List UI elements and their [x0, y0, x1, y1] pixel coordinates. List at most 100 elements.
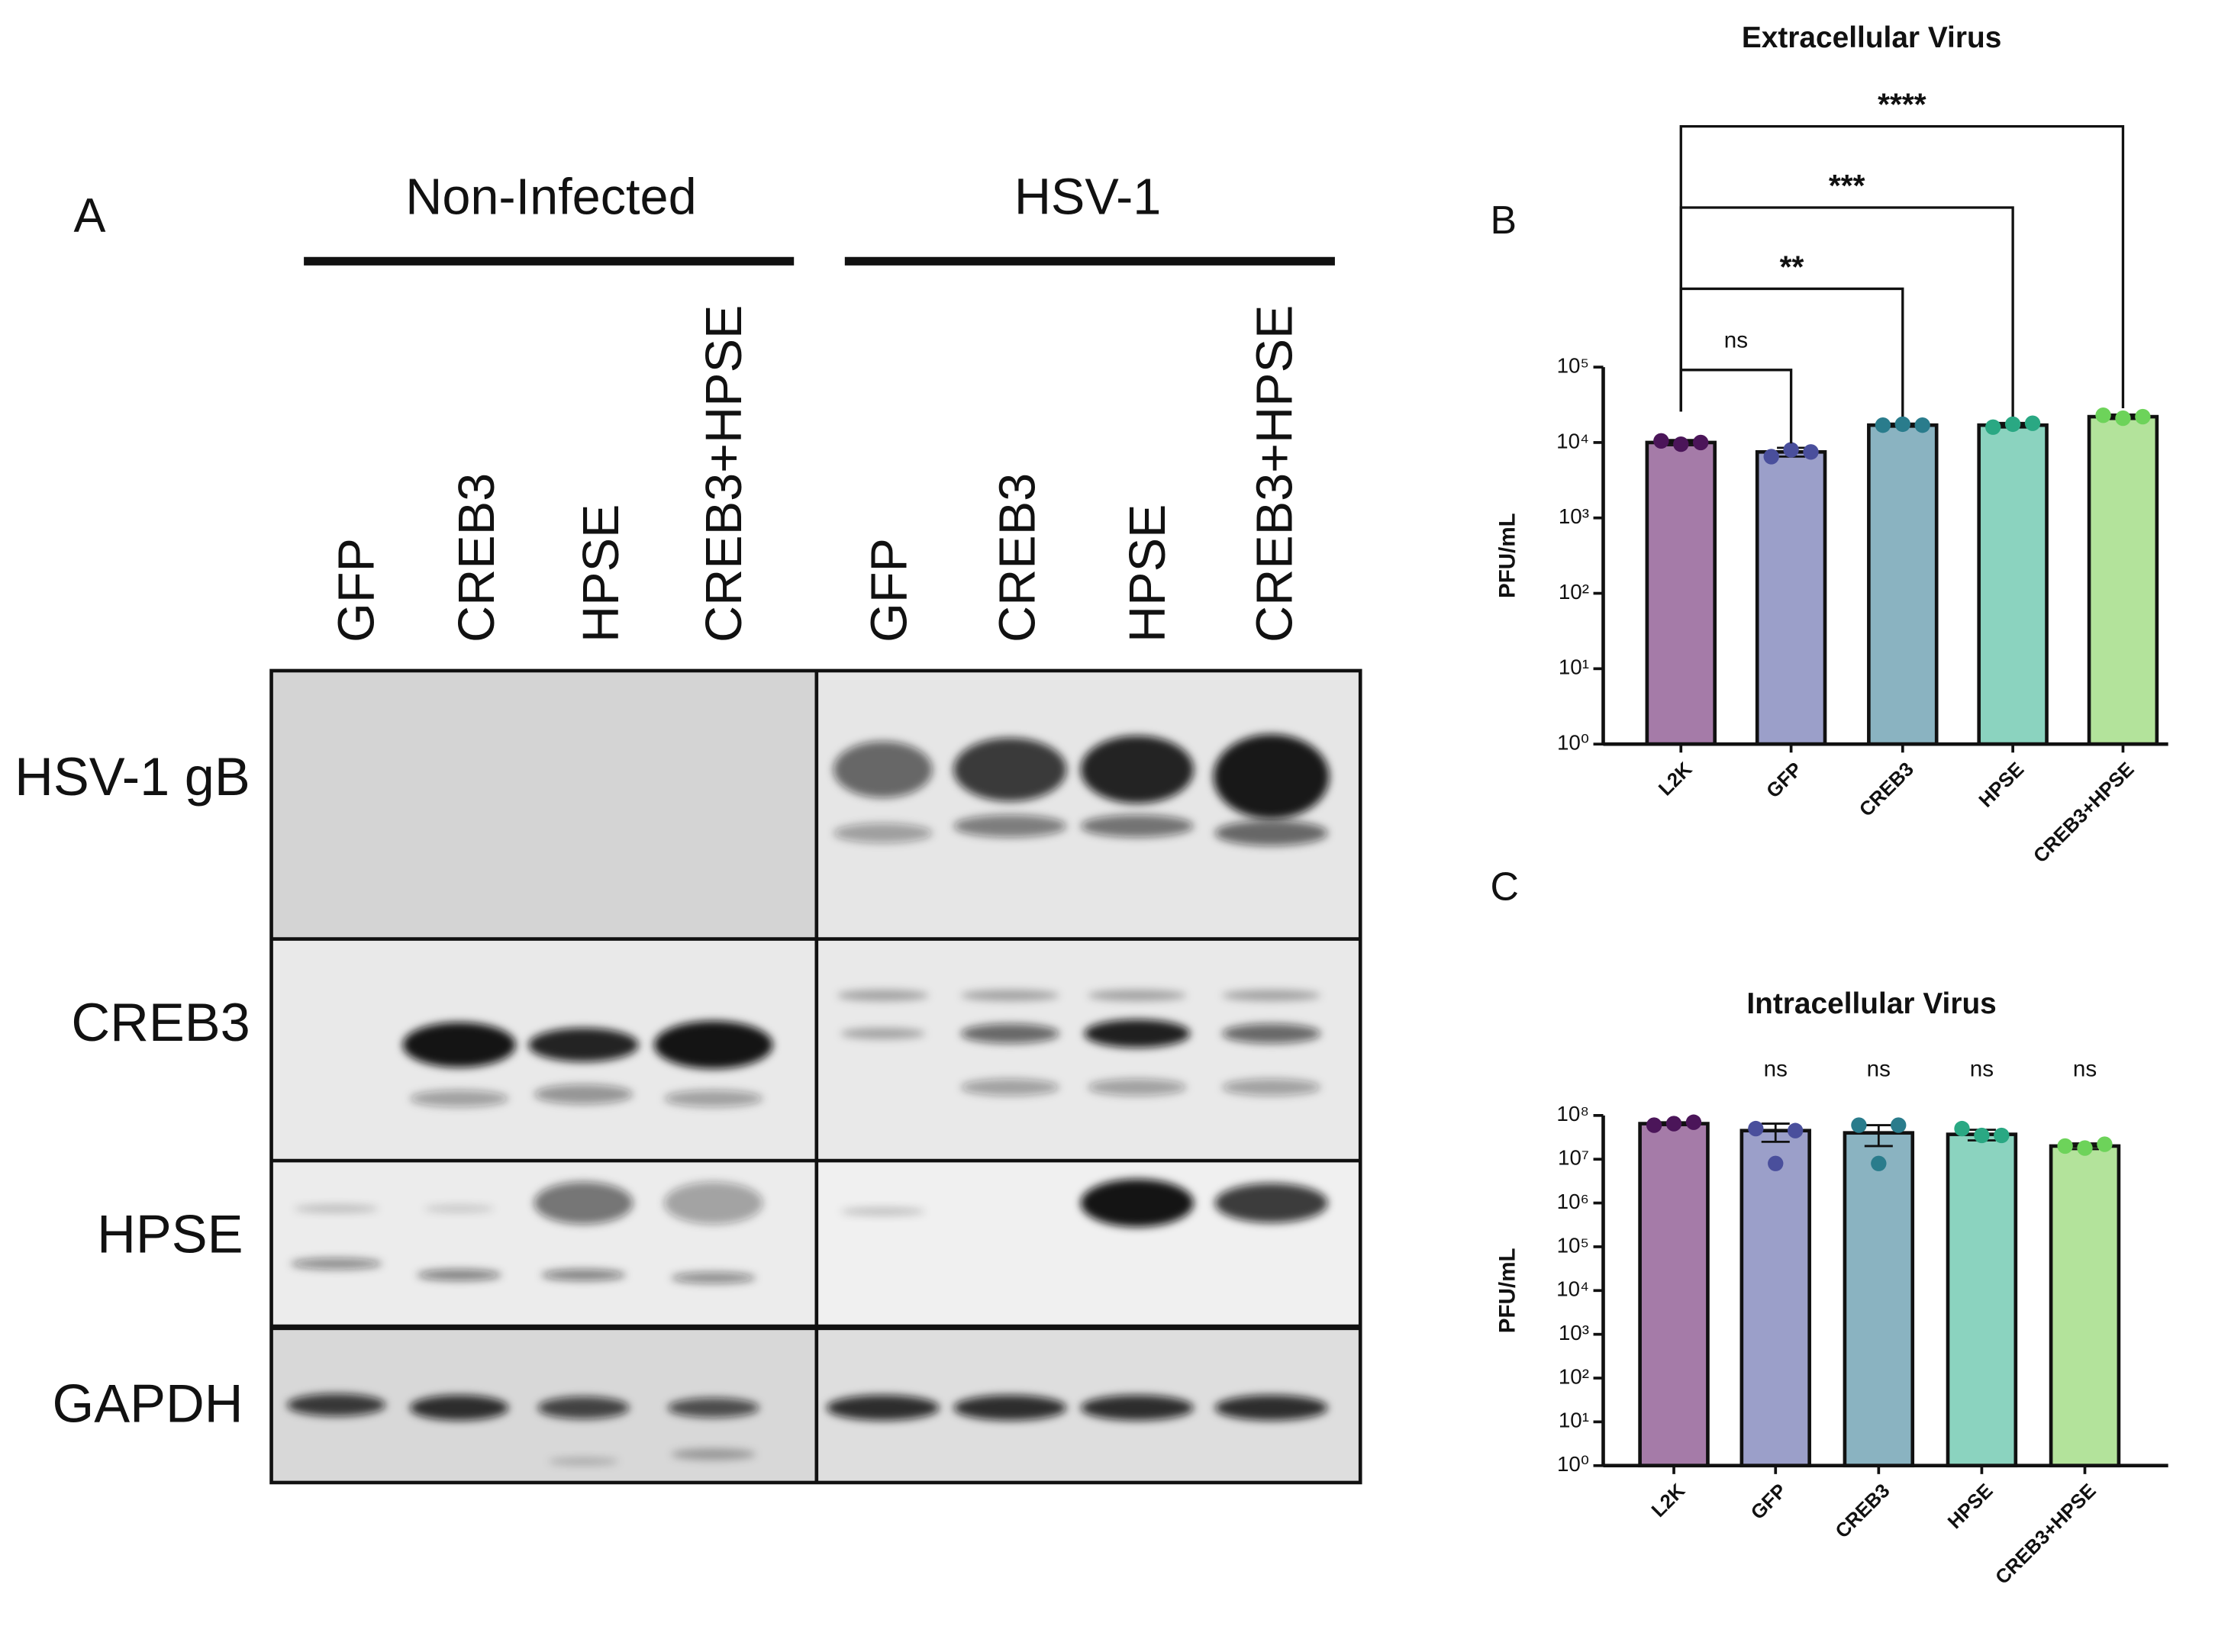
- blot-band: [1088, 1078, 1187, 1096]
- blot-band: [953, 1395, 1067, 1421]
- replicate-point: [1803, 444, 1819, 460]
- row-label: HPSE: [97, 1203, 243, 1264]
- replicate-point: [1763, 449, 1779, 465]
- lane-label: CREB3: [990, 473, 1046, 642]
- y-tick-label: 10¹: [1559, 655, 1589, 679]
- replicate-point: [2135, 408, 2151, 425]
- blot-background: [816, 939, 1361, 1161]
- replicate-point: [1891, 1117, 1907, 1133]
- blot-band: [409, 1090, 509, 1107]
- replicate-point: [1974, 1127, 1990, 1144]
- replicate-point: [1665, 1116, 1682, 1132]
- replicate-point: [2095, 407, 2111, 423]
- bar: [1638, 1122, 1710, 1468]
- x-tick-label: HPSE: [1944, 1480, 1997, 1534]
- row-label: CREB3: [71, 992, 250, 1052]
- replicate-point: [1768, 1155, 1784, 1171]
- chart-title: Intracellular Virus: [1746, 987, 1996, 1020]
- blot-band: [663, 1181, 763, 1225]
- lane-label: HPSE: [573, 504, 630, 642]
- blot-band: [537, 1396, 630, 1419]
- y-tick-label: 10⁰: [1557, 731, 1589, 755]
- significance-label: ns: [1970, 1056, 1994, 1081]
- x-tick-label: GFP: [1762, 758, 1806, 802]
- lane-label: CREB3+HPSE: [1246, 305, 1303, 642]
- replicate-point: [1994, 1127, 2010, 1144]
- replicate-point: [1685, 1114, 1702, 1130]
- y-tick-label: 10³: [1559, 504, 1589, 528]
- lane-label: GFP: [329, 538, 385, 642]
- y-tick-label: 10¹: [1559, 1409, 1589, 1432]
- x-tick-label: GFP: [1747, 1480, 1791, 1524]
- replicate-point: [2004, 416, 2021, 433]
- blot-band: [1080, 736, 1194, 803]
- blot-band: [409, 1395, 509, 1421]
- bar: [2087, 414, 2159, 746]
- bar: [1867, 423, 1939, 746]
- x-tick-label: L2K: [1655, 758, 1697, 800]
- blot-band: [1221, 990, 1321, 1001]
- blot-background: [271, 670, 817, 939]
- significance-label: ****: [1878, 86, 1926, 121]
- blot-band: [671, 1448, 756, 1460]
- blot-band: [833, 823, 933, 843]
- replicate-point: [1985, 419, 2001, 435]
- x-tick-label: CREB3: [1832, 1480, 1894, 1543]
- significance-label: ns: [1724, 328, 1748, 353]
- blot-band: [837, 990, 929, 1001]
- x-tick-label: CREB3+HPSE: [1991, 1480, 2100, 1589]
- replicate-point: [2115, 410, 2131, 427]
- blot-band: [1214, 1395, 1328, 1421]
- blot-band: [953, 814, 1067, 838]
- blot-band: [290, 1258, 382, 1270]
- bar: [1739, 1129, 1811, 1468]
- blot-band: [534, 1084, 634, 1105]
- blot-band: [960, 1078, 1060, 1096]
- y-tick-label: 10²: [1559, 1364, 1589, 1388]
- blot-band: [1221, 1023, 1321, 1044]
- blot-band: [1221, 1078, 1321, 1096]
- lane-label: CREB3: [449, 473, 505, 642]
- blot-band: [540, 1269, 627, 1281]
- blot-band: [960, 1023, 1060, 1044]
- replicate-point: [1673, 436, 1689, 452]
- blot-frame: [269, 668, 1362, 1485]
- blot-band: [528, 1028, 639, 1062]
- y-tick-label: 10⁶: [1557, 1190, 1589, 1213]
- y-tick-label: 10³: [1559, 1321, 1589, 1344]
- replicate-point: [2024, 415, 2041, 431]
- y-tick-label: 10⁵: [1557, 353, 1589, 377]
- replicate-point: [2057, 1138, 2073, 1154]
- blot-band: [1080, 814, 1194, 838]
- bar: [1755, 449, 1827, 746]
- replicate-point: [2097, 1136, 2113, 1152]
- blot-band: [671, 1272, 756, 1284]
- blot-band: [1080, 1395, 1194, 1421]
- group-label: Non-Infected: [405, 169, 696, 225]
- panel-label: B: [1490, 198, 1517, 242]
- blot-band: [840, 1207, 926, 1216]
- blot-band: [953, 737, 1067, 802]
- replicate-point: [1875, 417, 1891, 433]
- y-axis-label: PFU/mL: [1494, 1248, 1520, 1333]
- x-tick-label: HPSE: [1975, 758, 2029, 812]
- replicate-point: [1693, 434, 1709, 451]
- lane-label: CREB3+HPSE: [696, 305, 753, 642]
- y-tick-label: 10⁴: [1556, 429, 1589, 452]
- blot-band: [534, 1181, 634, 1225]
- error-bar: [1864, 1124, 1893, 1148]
- blot-band: [667, 1397, 759, 1418]
- y-tick-label: 10⁸: [1556, 1102, 1589, 1125]
- significance-label: **: [1780, 249, 1804, 284]
- bar: [1946, 1132, 2018, 1468]
- group-label: HSV-1: [1014, 169, 1162, 225]
- significance-label: ns: [1764, 1056, 1788, 1081]
- replicate-point: [1851, 1117, 1867, 1133]
- panel-label: A: [73, 188, 105, 242]
- row-label: GAPDH: [53, 1373, 243, 1433]
- blot-band: [1214, 820, 1328, 846]
- blot-band: [286, 1393, 386, 1416]
- significance-bracket: [1679, 369, 1793, 444]
